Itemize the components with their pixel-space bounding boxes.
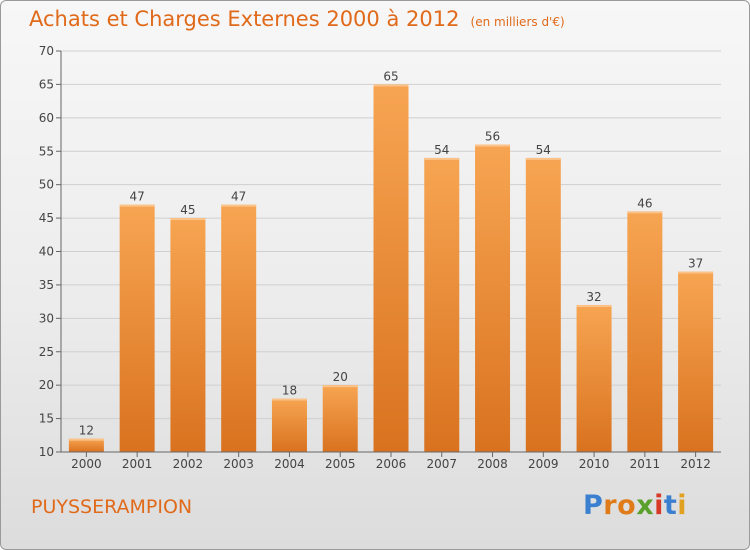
logo-letter: o [617, 490, 637, 521]
bar-2006 [373, 84, 409, 453]
x-tick-label: 2012 [680, 457, 711, 471]
x-tick-label: 2002 [173, 457, 204, 471]
data-label-2009: 54 [536, 143, 551, 157]
axes [60, 51, 721, 453]
y-tick-label: 15 [39, 412, 54, 426]
x-tick-label: 2005 [325, 457, 356, 471]
data-label-2010: 32 [586, 290, 601, 304]
proxiti-logo: Proxiti [583, 490, 687, 521]
bar-highlight-2009 [525, 157, 561, 160]
data-label-2003: 47 [231, 190, 246, 204]
bar-2008 [475, 144, 511, 453]
y-tick-label: 30 [39, 311, 54, 325]
y-axis-ticks: 10 15 20 25 30 35 40 45 50 55 60 65 70 [39, 44, 61, 459]
data-label-2011: 46 [637, 196, 652, 210]
data-label-2005: 20 [333, 370, 348, 384]
y-tick-label: 40 [39, 245, 54, 259]
y-tick-label: 60 [39, 111, 54, 125]
data-label-2008: 56 [485, 130, 500, 144]
bar-highlight-2006 [373, 84, 409, 87]
logo-letter: r [603, 490, 618, 521]
data-label-2002: 45 [180, 203, 195, 217]
bar-2012 [678, 271, 714, 452]
x-tick-label: 2009 [528, 457, 559, 471]
bar-highlight-2008 [475, 144, 511, 147]
y-tick-label: 25 [39, 345, 54, 359]
x-tick-label: 2004 [274, 457, 305, 471]
data-label-2001: 47 [130, 190, 145, 204]
x-axis-ticks: 2000 2001 2002 2003 2004 2005 2006 2007 2008 2009… [71, 452, 711, 471]
bar-highlight-2011 [627, 211, 663, 214]
logo-letter: t [663, 490, 678, 521]
bar-highlight-2003 [221, 204, 257, 207]
logo-letter: i [677, 490, 688, 521]
bar-2000 [68, 438, 104, 452]
bar-2001 [119, 204, 155, 452]
x-tick-label: 2006 [376, 457, 407, 471]
data-label-2006: 65 [383, 69, 398, 83]
bars: 12 47 45 47 18 20 65 54 56 54 32 46 37 [68, 69, 714, 453]
y-tick-label: 65 [39, 77, 54, 91]
x-tick-label: 2000 [71, 457, 102, 471]
bar-2010 [576, 304, 612, 452]
chart-title-main: Achats et Charges Externes 2000 à 2012 [29, 7, 460, 31]
logo-letter: x [636, 490, 655, 521]
bar-highlight-2001 [119, 204, 155, 207]
commune-name: PUYSSERAMPION [31, 496, 193, 518]
bar-highlight-2012 [678, 271, 714, 274]
bar-2002 [170, 218, 206, 452]
x-tick-label: 2001 [122, 457, 153, 471]
y-tick-label: 55 [39, 144, 54, 158]
data-label-2007: 54 [434, 143, 449, 157]
logo-letter: P [583, 490, 604, 521]
y-tick-label: 10 [39, 445, 54, 459]
data-label-2000: 12 [79, 424, 94, 438]
bar-highlight-2004 [271, 398, 307, 401]
bar-2007 [424, 157, 460, 452]
y-tick-label: 50 [39, 178, 54, 192]
bar-2004 [271, 398, 307, 452]
bar-2003 [221, 204, 257, 452]
bar-highlight-2000 [68, 438, 104, 441]
y-tick-label: 20 [39, 378, 54, 392]
chart-title-unit: (en milliers d'€) [470, 15, 565, 29]
bar-highlight-2007 [424, 157, 460, 160]
x-tick-label: 2008 [477, 457, 508, 471]
x-tick-label: 2003 [223, 457, 254, 471]
x-tick-label: 2007 [426, 457, 457, 471]
y-tick-label: 70 [39, 44, 54, 58]
data-label-2004: 18 [282, 384, 297, 398]
bar-highlight-2010 [576, 304, 612, 307]
x-tick-label: 2010 [579, 457, 610, 471]
y-tick-label: 45 [39, 211, 54, 225]
bar-2009 [525, 157, 561, 452]
bar-2005 [322, 385, 358, 452]
y-tick-label: 35 [39, 278, 54, 292]
chart-title: Achats et Charges Externes 2000 à 2012 (… [29, 7, 565, 31]
data-label-2012: 37 [688, 257, 703, 271]
bar-2011 [627, 211, 663, 452]
bar-highlight-2002 [170, 218, 206, 221]
bar-highlight-2005 [322, 385, 358, 388]
logo-letter: i [654, 490, 664, 521]
x-tick-label: 2011 [630, 457, 661, 471]
